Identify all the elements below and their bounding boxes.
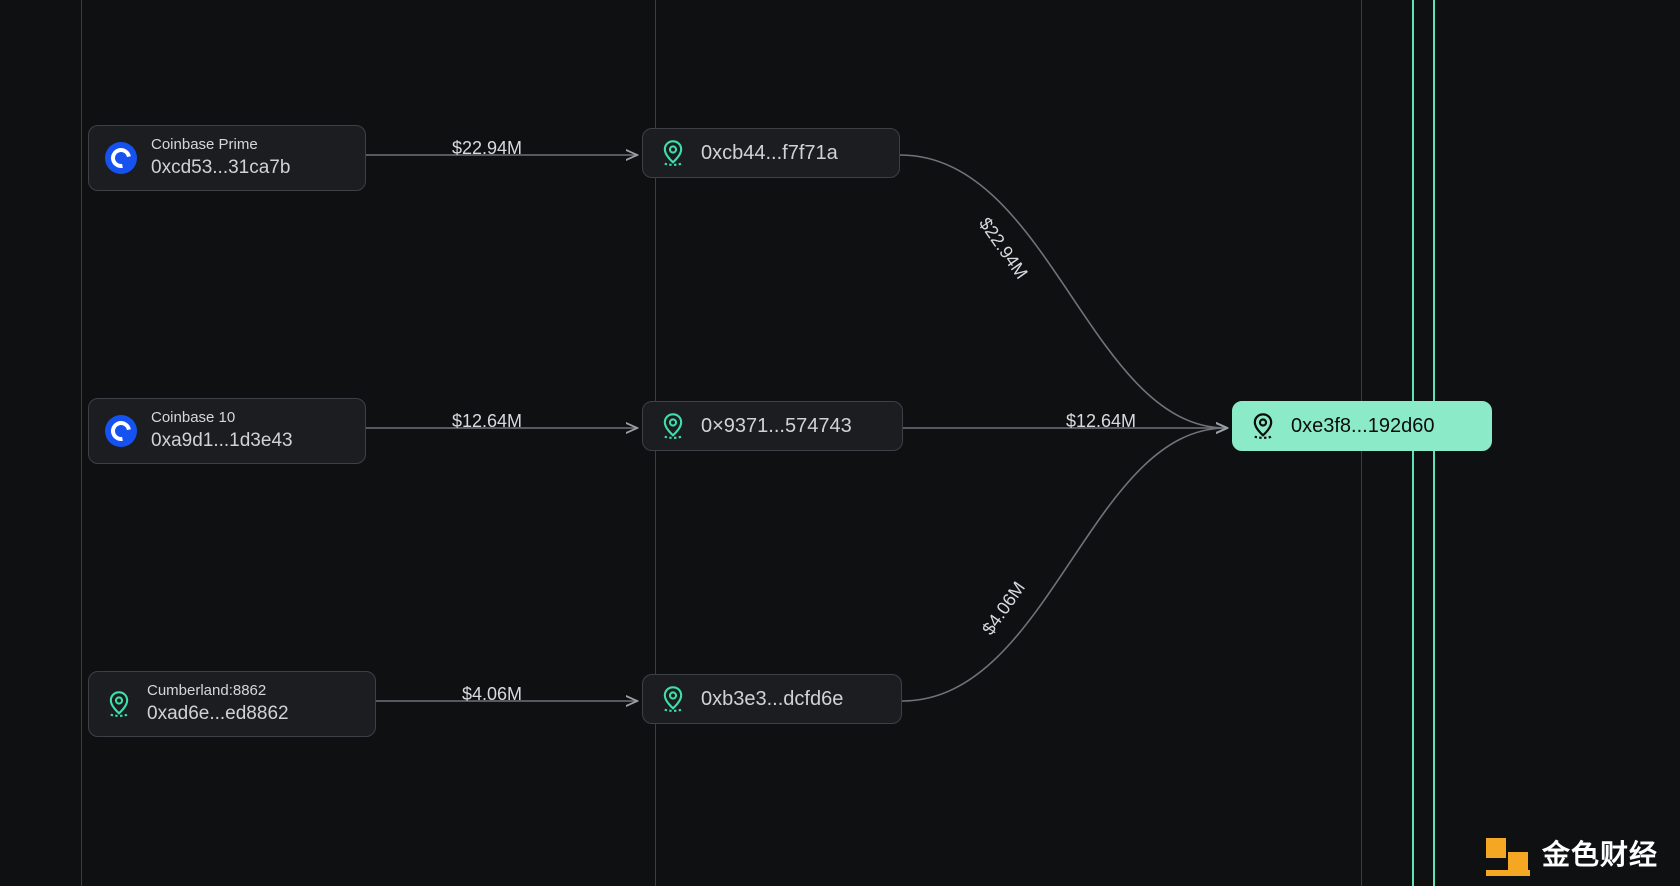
node-mid1[interactable]: 0xcb44...f7f71a	[642, 128, 900, 178]
coinbase-icon	[105, 142, 137, 174]
pin-icon	[105, 690, 133, 718]
edge-label: $22.94M	[974, 214, 1031, 283]
edge-label: $4.06M	[978, 578, 1030, 639]
node-label: Cumberland:8862	[147, 682, 289, 700]
node-label: Coinbase Prime	[151, 136, 290, 154]
node-address: 0xcb44...f7f71a	[701, 141, 838, 166]
node-mid2[interactable]: 0×9371...574743	[642, 401, 903, 451]
edge-label: $12.64M	[1066, 411, 1136, 432]
node-address: 0xb3e3...dcfd6e	[701, 687, 843, 712]
edge-label: $12.64M	[452, 411, 522, 432]
pin-icon	[659, 412, 687, 440]
watermark-text: 金色财经	[1542, 833, 1658, 873]
edge-label: $4.06M	[462, 684, 522, 705]
pin-icon	[659, 139, 687, 167]
watermark: 金色财经	[1486, 830, 1658, 876]
edge-label: $22.94M	[452, 138, 522, 159]
node-cumberland[interactable]: Cumberland:8862 0xad6e...ed8862	[88, 671, 376, 737]
pin-icon	[1249, 412, 1277, 440]
edge-mid3-dest	[902, 428, 1226, 701]
watermark-logo-icon	[1486, 830, 1532, 876]
node-coinbase-10[interactable]: Coinbase 10 0xa9d1...1d3e43	[88, 398, 366, 464]
node-coinbase-prime[interactable]: Coinbase Prime 0xcd53...31ca7b	[88, 125, 366, 191]
node-address: 0xcd53...31ca7b	[151, 156, 290, 180]
node-address: 0×9371...574743	[701, 414, 852, 439]
node-mid3[interactable]: 0xb3e3...dcfd6e	[642, 674, 902, 724]
node-destination[interactable]: 0xe3f8...192d60	[1232, 401, 1492, 451]
coinbase-icon	[105, 415, 137, 447]
node-address: 0xe3f8...192d60	[1291, 414, 1434, 439]
node-address: 0xa9d1...1d3e43	[151, 429, 293, 453]
edge-mid1-dest	[900, 155, 1226, 428]
node-label: Coinbase 10	[151, 409, 293, 427]
pin-icon	[659, 685, 687, 713]
node-address: 0xad6e...ed8862	[147, 702, 289, 726]
grid-line	[81, 0, 82, 886]
